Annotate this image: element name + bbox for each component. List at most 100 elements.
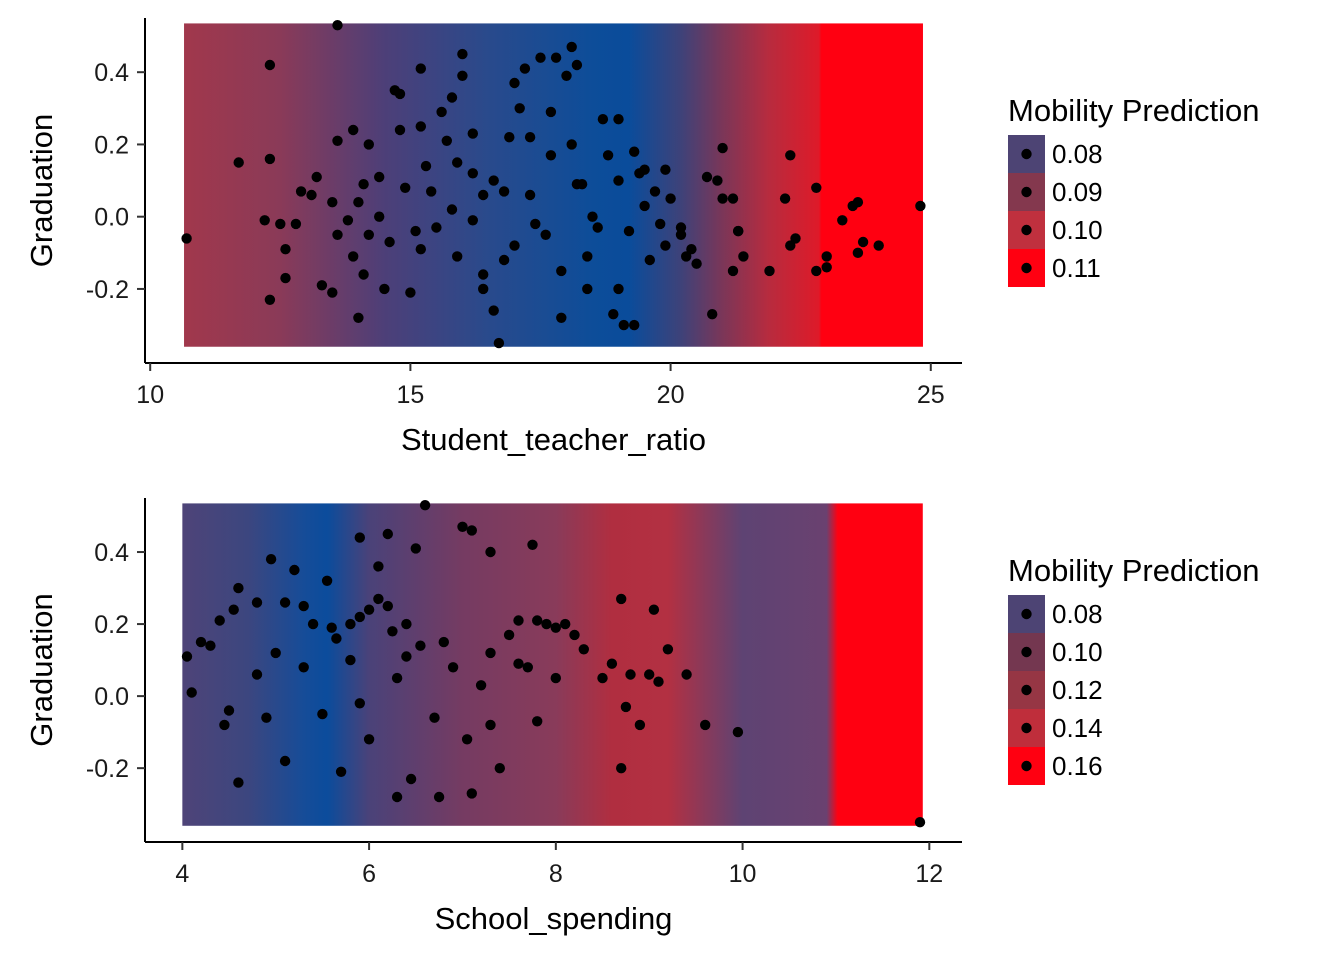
data-point [265, 554, 277, 565]
y-tick-label: 0.2 [94, 611, 129, 639]
data-point [363, 734, 375, 745]
data-point [205, 640, 216, 651]
data-point [251, 669, 263, 680]
data-point [498, 186, 510, 197]
data-point [345, 618, 356, 630]
data-point [391, 672, 403, 684]
x-tick-label: 12 [915, 860, 943, 888]
legend-label: 0.16 [1052, 751, 1103, 781]
data-point [363, 604, 375, 615]
data-point [426, 186, 437, 197]
legend-point [1021, 760, 1032, 772]
data-point [545, 150, 557, 161]
data-point [675, 222, 687, 233]
y-tick-label: 0.4 [94, 59, 129, 87]
legend-label: 0.10 [1052, 215, 1103, 245]
data-point [618, 319, 629, 331]
data-point [532, 716, 543, 727]
data-point [857, 236, 869, 248]
data-point [493, 337, 505, 349]
data-point [354, 611, 365, 623]
legend-point [1021, 608, 1032, 620]
y-tick-label: -0.2 [86, 755, 129, 783]
data-point [873, 240, 884, 251]
data-point [629, 319, 640, 331]
data-point [332, 20, 343, 31]
y-axis-title: Graduation [24, 593, 59, 746]
data-point [660, 240, 671, 251]
x-tick-label: 20 [657, 381, 685, 409]
data-point [457, 48, 468, 60]
x-axis-title: Student_teacher_ratio [401, 422, 706, 457]
data-point [280, 272, 291, 284]
data-point [602, 150, 614, 161]
y-tick-label: 0.2 [94, 131, 129, 159]
data-point [348, 251, 359, 262]
data-point [354, 532, 365, 543]
data-point [373, 561, 384, 572]
data-point [613, 175, 624, 186]
data-point [509, 77, 520, 89]
data-point [524, 132, 536, 143]
data-point [569, 629, 580, 641]
data-point [509, 240, 520, 251]
data-point [727, 265, 739, 277]
data-point [410, 543, 421, 554]
data-point [498, 254, 510, 266]
data-point [608, 309, 619, 320]
data-point [653, 676, 664, 687]
data-point [264, 153, 276, 165]
data-point [623, 225, 635, 237]
data-point [556, 312, 567, 323]
data-point [394, 88, 406, 100]
data-point [394, 124, 406, 136]
data-point [701, 171, 713, 183]
data-point [655, 218, 666, 230]
data-point [485, 719, 496, 731]
data-point [358, 179, 369, 190]
data-point [634, 719, 646, 731]
data-point [289, 564, 300, 576]
legend-label: 0.12 [1052, 675, 1103, 705]
mobility-gradient-band [184, 23, 923, 347]
data-point [764, 265, 775, 277]
data-point [550, 672, 561, 684]
data-point [233, 157, 244, 168]
data-point [181, 233, 192, 244]
data-point [374, 171, 385, 183]
data-point [431, 222, 442, 233]
data-point [550, 52, 562, 63]
data-point [311, 171, 322, 183]
data-point [566, 139, 577, 150]
data-point [530, 218, 541, 230]
gradient-band [182, 503, 923, 826]
data-point [613, 283, 624, 295]
data-point [660, 164, 671, 175]
data-point [457, 70, 468, 82]
data-point [779, 193, 791, 204]
data-point [513, 658, 524, 669]
data-point [532, 615, 543, 626]
data-point [560, 618, 571, 630]
y-tick-label: -0.2 [86, 276, 129, 304]
data-point [331, 633, 342, 644]
data-point [400, 182, 411, 193]
data-point [420, 160, 432, 172]
data-point [387, 626, 398, 637]
data-point [419, 500, 431, 511]
data-point [733, 225, 744, 237]
data-point [665, 193, 676, 204]
data-point [279, 597, 291, 608]
legend: Mobility Prediction 0.08 0.10 0.12 0.14 0.16 [1008, 553, 1260, 785]
data-point [852, 247, 864, 258]
legend-label: 0.08 [1052, 599, 1103, 629]
legend-label: 0.09 [1052, 177, 1103, 207]
data-point [382, 528, 393, 540]
data-point [561, 70, 572, 82]
data-point [587, 211, 598, 222]
data-point [915, 200, 926, 212]
data-point [478, 189, 489, 201]
x-tick-label: 6 [362, 860, 376, 888]
data-point [485, 647, 496, 659]
